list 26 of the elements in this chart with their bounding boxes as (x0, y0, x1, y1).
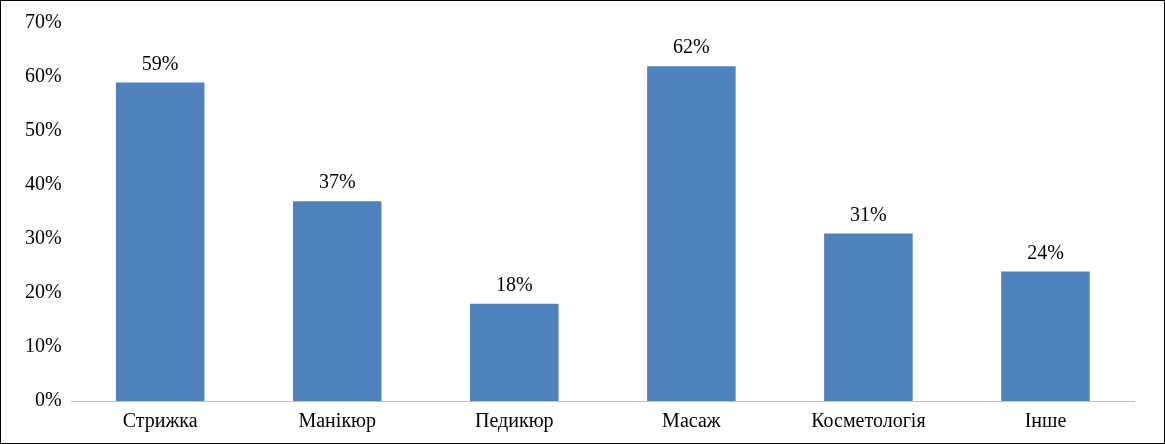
y-tick-label: 40% (24, 172, 62, 195)
x-tick-label: Стрижка (122, 409, 198, 433)
y-tick-label: 60% (24, 64, 62, 87)
y-tick-label: 50% (24, 118, 62, 141)
x-tick-label: Інше (1024, 409, 1067, 432)
data-label: 62% (673, 35, 710, 58)
data-label: 24% (1027, 240, 1064, 263)
y-tick-label: 70% (24, 10, 62, 33)
x-tick-label: Манікюр (298, 409, 377, 433)
y-tick-label: 20% (24, 280, 62, 303)
x-tick-label: Масаж (662, 409, 721, 432)
x-tick-label: Косметологія (811, 409, 926, 432)
data-label: 59% (141, 51, 179, 74)
y-tick-label: 30% (24, 226, 62, 249)
bar (1001, 271, 1090, 401)
bar (824, 233, 913, 401)
data-label: 18% (495, 273, 533, 296)
y-tick-label: 10% (24, 334, 62, 357)
bar (292, 201, 382, 401)
bar (470, 303, 559, 401)
data-label: 37% (318, 170, 356, 193)
y-tick-label: 0% (34, 388, 62, 411)
bar (115, 82, 205, 401)
data-label: 31% (850, 202, 887, 225)
x-tick-label: Педикюр (475, 409, 554, 433)
bar (647, 66, 736, 401)
